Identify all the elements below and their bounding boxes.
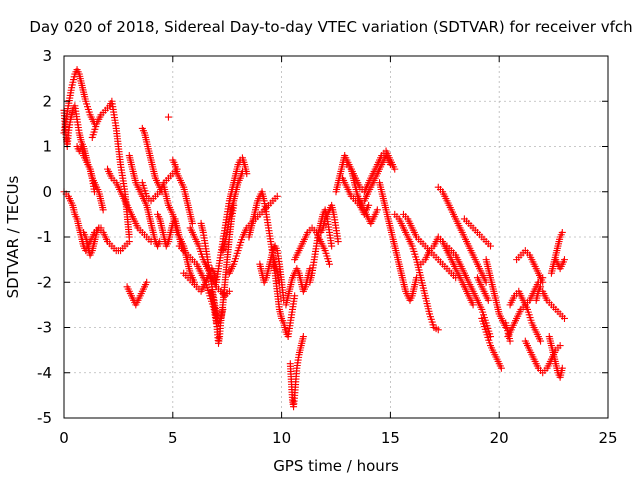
data-point-marker [238, 167, 246, 175]
data-point-marker [537, 337, 545, 345]
axis-ticks: 0 5 10 15 20 25 -5 -4 -3 -2 -1 0 1 2 3 [37, 47, 618, 447]
data-point-marker [273, 192, 281, 200]
y-tick-label: 0 [42, 183, 52, 201]
data-point-marker [469, 301, 477, 309]
data-point-marker [328, 242, 336, 250]
x-tick-label: 20 [490, 429, 509, 447]
data-point-marker [539, 278, 547, 286]
y-tick-label: -1 [37, 228, 52, 246]
data-point-marker [219, 305, 227, 313]
data-point-marker [188, 219, 196, 227]
data-point-marker [558, 228, 566, 236]
x-tick-label: 15 [381, 429, 400, 447]
data-point-marker [560, 314, 568, 322]
data-point-marker [164, 113, 172, 121]
data-point-marker [99, 206, 107, 214]
y-tick-label: 3 [42, 47, 52, 65]
data-point-marker [558, 364, 566, 372]
data-point-marker [97, 224, 105, 232]
x-tick-label: 5 [168, 429, 178, 447]
chart-title: Day 020 of 2018, Sidereal Day-to-day VTE… [29, 18, 632, 36]
data-point-marker [334, 238, 342, 246]
x-tick-label: 25 [598, 429, 617, 447]
x-axis-label: GPS time / hours [273, 457, 399, 475]
x-tick-label: 10 [272, 429, 291, 447]
data-point-marker [484, 296, 492, 304]
data-point-marker [373, 206, 381, 214]
y-tick-label: 1 [42, 138, 52, 156]
data-point-marker [506, 337, 514, 345]
data-point-marker [225, 287, 233, 295]
data-points [60, 66, 568, 411]
x-tick-label: 0 [59, 429, 69, 447]
data-point-marker [125, 238, 133, 246]
data-point-marker [325, 260, 333, 268]
data-point-marker [365, 201, 373, 209]
data-point-marker [299, 333, 307, 341]
y-tick-label: 2 [42, 92, 52, 110]
y-tick-label: -5 [37, 409, 52, 427]
y-axis-label: SDTVAR / TECUs [4, 175, 22, 298]
data-point-marker [391, 165, 399, 173]
y-tick-label: -3 [37, 319, 52, 337]
data-point-marker [486, 242, 494, 250]
data-point-marker [556, 342, 564, 350]
data-point-marker [291, 292, 299, 300]
data-point-marker [537, 283, 545, 291]
y-tick-label: -2 [37, 273, 52, 291]
data-point-marker [497, 364, 505, 372]
data-point-marker [143, 278, 151, 286]
data-point-marker [560, 256, 568, 264]
y-tick-label: -4 [37, 364, 52, 382]
data-point-marker [434, 326, 442, 334]
